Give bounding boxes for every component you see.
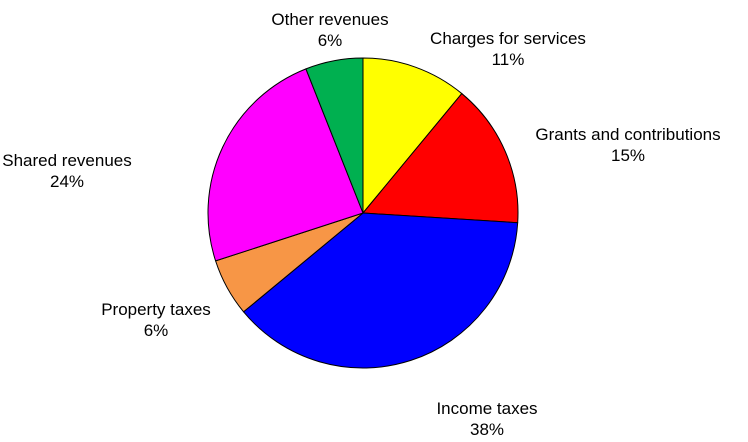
pie-slice-other-revenues <box>305 57 364 214</box>
pie-labels: Charges for services 11% Grants and contri… <box>2 10 720 439</box>
slice-label-property-taxes: Property taxes <box>101 300 211 319</box>
pie-slice-shared-revenues <box>207 68 364 262</box>
slice-label-other-revenues: Other revenues <box>271 10 388 29</box>
pie-slice-income-taxes <box>243 212 519 369</box>
pie-slice-grants-and-contributions <box>362 93 519 224</box>
slice-percent-shared-revenues: 24% <box>50 172 84 191</box>
slice-percent-other-revenues: 6% <box>318 31 343 50</box>
slice-percent-charges-for-services: 11% <box>492 50 525 69</box>
pie-slice-charges-for-services <box>362 57 463 214</box>
slice-percent-grants-and-contributions: 15% <box>611 146 645 165</box>
slice-label-charges-for-services: Charges for services <box>430 29 586 48</box>
pie-slices <box>207 57 519 369</box>
slice-percent-income-taxes: 38% <box>470 420 504 439</box>
slice-percent-property-taxes: 6% <box>144 321 169 340</box>
slice-label-grants-and-contributions: Grants and contributions <box>535 125 720 144</box>
slice-label-income-taxes: Income taxes <box>436 399 537 418</box>
slice-label-shared-revenues: Shared revenues <box>2 151 131 170</box>
